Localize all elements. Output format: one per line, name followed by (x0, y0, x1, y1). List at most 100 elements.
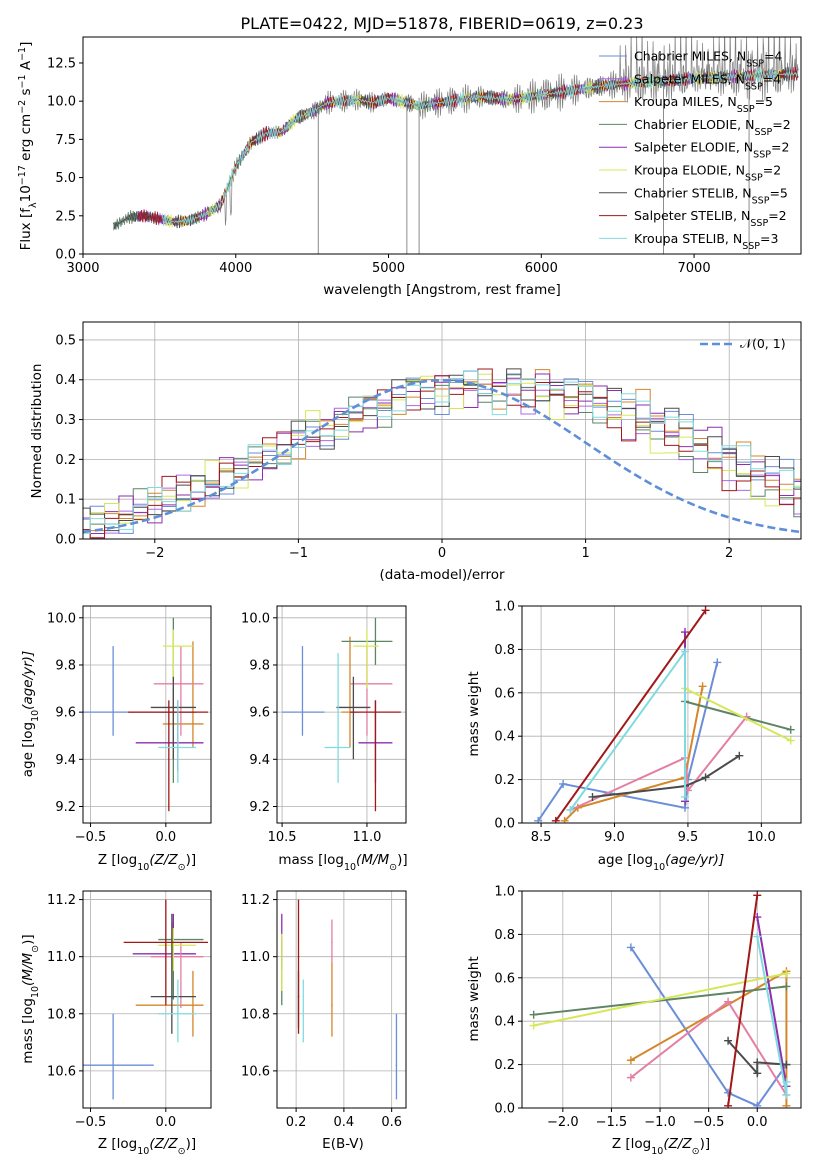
spectrum-xtick-label: 3000 (66, 261, 99, 276)
z-weight-series-marker (626, 1073, 635, 1082)
spectrum-legend-label-part: =4 (764, 49, 782, 64)
age-weight-series-marker (713, 658, 722, 667)
z-age-point (168, 711, 170, 713)
spectrum-ylabel-part: erg cm (18, 114, 34, 165)
z-age-xlabel-part: 10 (137, 862, 149, 873)
age-weight-ytick-label: 0.0 (494, 817, 515, 832)
z-mass-ylabel: mass [log10(M/M⊙)] (20, 934, 41, 1063)
spectrum-ylabel-part: −2 (17, 100, 28, 114)
spectrum-xtick-label: 6000 (525, 261, 558, 276)
z-age-xlabel-part: (Z/Z (149, 852, 178, 868)
spectrum-title: PLATE=0422, MJD=51878, FIBERID=0619, z=0… (240, 14, 643, 33)
mass-age-ytick-label: 9.6 (249, 706, 270, 721)
age-weight-series-marker (735, 751, 744, 760)
mass-age-xtick-label: 10.5 (268, 830, 297, 845)
residuals-xtick-label: −2 (145, 546, 164, 561)
residuals-xtick-label: 2 (725, 546, 733, 561)
mass-age-ytick-label: 9.4 (249, 753, 270, 768)
ebv-mass-point (331, 941, 333, 944)
ebv-mass-ytick-label: 11.2 (241, 893, 270, 908)
mass-age-point (352, 706, 355, 709)
z-age-plot-area (83, 617, 208, 812)
spectrum-legend-label-part: Salpeter STELIB, N (634, 208, 750, 223)
mass-age-point (366, 645, 368, 647)
spectrum-legend-label: Kroupa ELODIE, NSSP=2 (634, 163, 781, 184)
z-age-ytick-label: 9.2 (55, 800, 76, 815)
z-weight-series-marker (782, 1090, 791, 1099)
spectrum-axes: 3000 4000 5000 6000 7000 0.0 2.5 5.0 7.5 10.0 12.5 (47, 36, 802, 276)
mass-age-ytick-label: 9.2 (249, 800, 270, 815)
residuals-xtick-label: 0 (438, 546, 446, 561)
z-weight-series-marker (724, 1036, 733, 1045)
z-weight-ytick-label: 0.6 (494, 971, 515, 986)
ebv-mass-frame (276, 890, 407, 1109)
z-weight-series-line (727, 895, 759, 1106)
spectrum-legend-label-part: Chabrier MILES, N (634, 49, 746, 64)
spectrum-legend-label: Chabrier ELODIE, NSSP=2 (634, 117, 791, 138)
spectrum-ylabel-part: Flux [f (18, 207, 34, 251)
z-weight-series-marker (724, 1101, 733, 1108)
z-age-point (172, 645, 175, 647)
age-weight-ytick-label: 1.0 (494, 600, 515, 615)
z-mass-point (177, 1012, 179, 1015)
spectrum-legend-label-part: Chabrier STELIB, N (634, 185, 752, 200)
age-weight-series-marker (560, 816, 569, 823)
z-weight-ylabel: mass weight (466, 956, 482, 1041)
age-weight-ylabel: mass weight (466, 671, 482, 756)
residuals-axes: −2 −1 0 1 2 0.0 0.1 0.2 0.3 0.4 0.5 (55, 321, 802, 561)
z-mass-xlabel-part: 10 (137, 1146, 149, 1157)
ebv-mass-xtick-label: 0.2 (286, 1115, 307, 1130)
z-age-ytick-label: 10.0 (47, 611, 76, 626)
z-age-ylabel-part: 10 (30, 710, 41, 722)
age-weight-xlabel: age [log10(age/yr)] (598, 852, 724, 873)
spectrum-xlabel: wavelength [Angstrom, rest frame] (323, 282, 561, 298)
z-mass-xlabel-part: )] (186, 1136, 197, 1152)
z-mass-point (171, 995, 173, 998)
z-weight-ytick-label: 0.8 (494, 928, 515, 943)
z-age-point (112, 711, 114, 713)
z-mass-xtick-label: 0.0 (155, 1115, 176, 1130)
z-weight-series-marker (529, 1010, 538, 1019)
age-weight-series-line (592, 754, 740, 798)
age-weight-series-marker (588, 792, 597, 801)
z-weight-series-marker (529, 1021, 538, 1030)
spectrum-ylabel: Flux [fλ10−17 erg cm−2 s−1 A−1] (17, 42, 39, 251)
z-weight-series-marker (753, 1101, 762, 1108)
age-weight-xtick-label: 9.0 (604, 830, 625, 845)
spectrum-ytick-label: 10.0 (47, 95, 76, 110)
spectrum-ytick-label: 12.5 (47, 56, 76, 71)
z-age-point (172, 706, 175, 709)
mass-age-point (374, 711, 377, 713)
spectrum-legend-label-part: Kroupa ELODIE, N (634, 163, 745, 178)
z-weight-series-marker (782, 982, 791, 991)
spectrum-legend-label: Salpeter MILES, NSSP=4 (634, 71, 781, 92)
z-age-xlabel: Z [log10(Z/Z⊙)] (98, 852, 196, 873)
spectrum-frame (82, 36, 802, 255)
age-weight-series-marker (701, 773, 710, 782)
z-age-ylabel-part: age [log (20, 722, 36, 777)
residuals-ytick-label: 0.4 (55, 373, 76, 388)
z-age-xtick-label: −0.5 (75, 830, 107, 845)
age-weight-series-marker (786, 736, 795, 745)
spectrum-ytick-label: 7.5 (55, 133, 76, 148)
mass-age-xlabel: mass [log10(M/M⊙)] (278, 852, 407, 873)
ebv-mass-xtick-label: 0.4 (334, 1115, 355, 1130)
age-weight-xlabel-part: (age/yr)] (665, 852, 724, 868)
z-mass-plot-area (83, 899, 208, 1100)
age-weight-series-marker (551, 816, 560, 823)
spectrum-legend-label-part: Kroupa STELIB, N (634, 231, 742, 246)
z-mass-xlabel-part: ⊙ (178, 1146, 186, 1157)
spectrum-ylabel-part: s (18, 88, 34, 99)
residuals-ytick-label: 0.5 (55, 333, 76, 348)
age-weight-series-line (569, 648, 686, 811)
residuals-legend-label: 𝒩(0, 1) (740, 336, 786, 351)
z-mass-point (172, 944, 175, 947)
mass-age-xlabel-part: ⊙ (389, 862, 397, 873)
spectrum-legend-label-part: =5 (769, 185, 787, 200)
z-age-xlabel-part: Z [log (98, 852, 137, 868)
z-age-point (177, 746, 179, 749)
z-age-point (180, 683, 182, 685)
ebv-mass-point (297, 955, 300, 958)
spectrum-ylabel-part: A (18, 60, 34, 74)
z-mass-point (192, 1004, 194, 1007)
